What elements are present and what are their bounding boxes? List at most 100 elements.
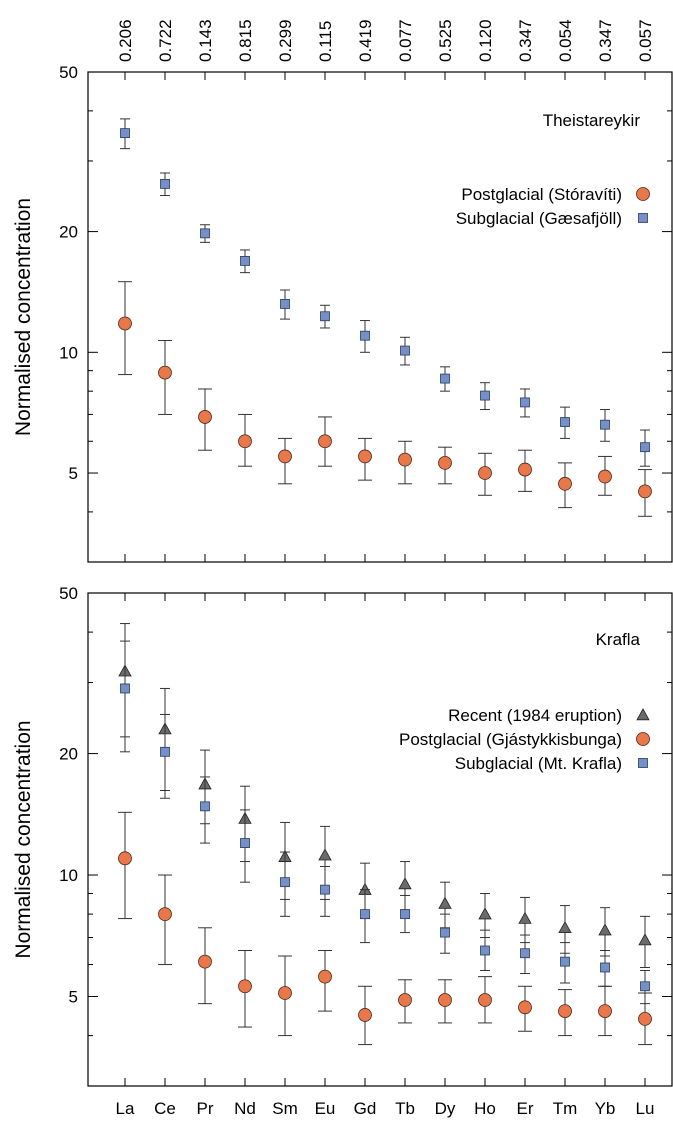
top-normalisation-label: 0.525 <box>436 19 455 62</box>
data-point <box>278 449 292 464</box>
data-point <box>318 969 332 984</box>
top-normalisation-label: 0.057 <box>636 19 655 62</box>
data-point <box>398 877 412 890</box>
series-1 <box>120 118 650 467</box>
y-tick-label: 10 <box>59 866 78 885</box>
data-point <box>600 419 610 430</box>
data-point <box>438 993 452 1007</box>
x-tick-label: Tb <box>395 1099 415 1118</box>
data-point <box>320 884 330 895</box>
data-point <box>478 993 492 1007</box>
data-point <box>598 469 612 484</box>
data-point <box>520 948 530 959</box>
data-point <box>398 993 412 1007</box>
x-tick-label: Ce <box>154 1099 176 1118</box>
x-tick-label: Dy <box>435 1099 456 1118</box>
top-normalisation-label: 0.115 <box>316 21 335 62</box>
series-0 <box>118 623 652 968</box>
legend-marker <box>636 708 650 721</box>
data-point <box>558 1004 572 1018</box>
top-normalisation-label: 0.206 <box>116 19 135 62</box>
data-point <box>360 909 370 920</box>
legend-label: Postglacial (Gjástykkisbunga) <box>399 730 622 749</box>
x-tick-label: Nd <box>234 1099 256 1118</box>
data-point <box>560 417 570 427</box>
series-2 <box>120 640 650 1005</box>
data-point <box>160 746 170 757</box>
legend: Postglacial (Stóravíti) Subglacial (Gæsaf… <box>456 185 650 228</box>
data-point <box>238 434 252 449</box>
legend-marker <box>636 187 650 201</box>
data-point <box>240 838 250 848</box>
data-point <box>320 311 330 322</box>
data-point <box>400 345 410 356</box>
data-point <box>638 1011 652 1026</box>
data-point <box>318 434 332 449</box>
data-point <box>638 484 652 499</box>
data-point <box>478 907 492 920</box>
top-normalisation-label: 0.815 <box>236 19 255 62</box>
data-point <box>478 466 492 480</box>
data-point <box>640 981 650 992</box>
data-point <box>638 933 652 946</box>
data-point <box>518 1000 532 1015</box>
top-normalisation-label: 0.077 <box>396 19 415 62</box>
y-axis-title: Normalised concentration <box>12 198 35 436</box>
x-tick-label: Lu <box>636 1099 655 1118</box>
data-point <box>440 373 450 384</box>
data-point <box>318 848 332 861</box>
data-point <box>520 397 530 408</box>
y-tick-label: 5 <box>69 464 78 483</box>
top-normalisation-label: 0.120 <box>476 19 495 62</box>
data-point <box>438 455 452 470</box>
top-normalisation-label: 0.054 <box>556 19 575 62</box>
legend-label: Recent (1984 eruption) <box>448 706 622 725</box>
data-point <box>280 299 290 309</box>
data-point <box>358 1008 372 1022</box>
data-point <box>400 909 410 920</box>
data-point <box>238 979 252 994</box>
legend-label: Postglacial (Stóravíti) <box>461 185 622 204</box>
data-point <box>560 956 570 967</box>
x-tick-label: Eu <box>315 1099 336 1118</box>
data-point <box>360 330 370 341</box>
data-point <box>120 683 130 694</box>
panel-title: Krafla <box>596 630 641 649</box>
legend-label: Subglacial (Gæsafjöll) <box>456 209 622 228</box>
data-point <box>118 316 132 331</box>
data-point <box>518 911 532 924</box>
data-point <box>198 954 212 969</box>
data-point <box>280 877 290 888</box>
data-point <box>640 442 650 453</box>
data-point <box>158 907 172 922</box>
data-point <box>480 390 490 401</box>
data-point <box>600 962 610 973</box>
y-tick-label: 10 <box>59 343 78 362</box>
top-normalisation-label: 0.419 <box>356 19 375 62</box>
top-normalisation-label: 0.143 <box>196 19 215 62</box>
data-point <box>118 851 132 866</box>
data-point <box>240 256 250 266</box>
panel-krafla: 50 20 10 5 Normalised concentration Krafla La C… <box>12 584 673 1118</box>
data-point <box>598 923 612 936</box>
plot-frame <box>87 71 673 563</box>
x-tick-label: Tm <box>553 1099 578 1118</box>
series-1 <box>118 811 652 1046</box>
data-point <box>558 920 572 933</box>
y-tick-label: 20 <box>59 745 78 764</box>
y-tick-label: 50 <box>59 63 78 82</box>
plot-frame <box>87 592 673 1087</box>
data-point <box>200 228 210 239</box>
series-0 <box>118 281 652 517</box>
y-axis-title: Normalised concentration <box>12 720 35 958</box>
data-point <box>598 1004 612 1018</box>
x-tick-label: Ho <box>474 1099 496 1118</box>
data-point <box>200 801 210 812</box>
x-tick-label: Pr <box>197 1099 214 1118</box>
y-tick-label: 5 <box>69 987 78 1006</box>
x-tick-label: Sm <box>272 1099 298 1118</box>
panel-title: Theistareykir <box>543 111 641 130</box>
data-point <box>278 986 292 1000</box>
x-tick-label: Yb <box>595 1099 616 1118</box>
